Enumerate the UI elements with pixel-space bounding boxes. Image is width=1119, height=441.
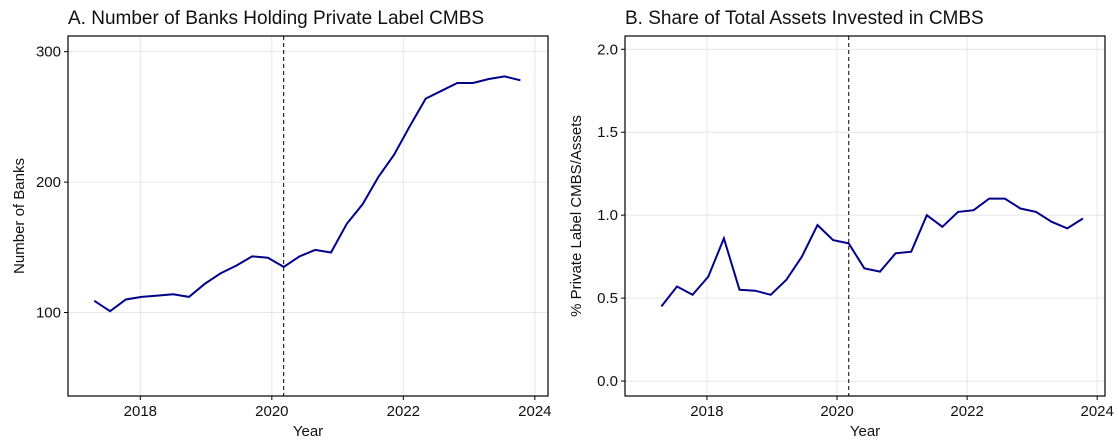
plot-border bbox=[67, 35, 549, 397]
x-tick-label: 2022 bbox=[950, 403, 983, 420]
chart-title: B. Share of Total Assets Invested in CMB… bbox=[625, 8, 984, 29]
chart-title: A. Number of Banks Holding Private Label… bbox=[68, 8, 484, 29]
y-axis-label: Number of Banks bbox=[11, 158, 28, 274]
x-tick-label: 2024 bbox=[518, 403, 551, 420]
panel: B. Share of Total Assets Invested in CMB… bbox=[568, 8, 1114, 440]
x-tick-label: 2022 bbox=[387, 403, 420, 420]
y-tick-label: 0.0 bbox=[597, 373, 618, 390]
y-tick-label: 2.0 bbox=[597, 41, 618, 58]
line bbox=[93, 75, 521, 313]
x-tick-label: 2024 bbox=[1081, 403, 1114, 420]
y-tick-label: 1.5 bbox=[597, 124, 618, 141]
x-axis-label: Year bbox=[850, 423, 880, 440]
x-axis-label: Year bbox=[293, 423, 323, 440]
x-tick-label: 2018 bbox=[690, 403, 723, 420]
x-tick-label: 2020 bbox=[255, 403, 288, 420]
y-tick-label: 1.0 bbox=[597, 207, 618, 224]
x-tick-label: 2018 bbox=[124, 403, 157, 420]
y-tick-label: 100 bbox=[36, 305, 61, 322]
y-tick-label: 200 bbox=[36, 174, 61, 191]
y-tick-label: 0.5 bbox=[597, 290, 618, 307]
plot-border bbox=[624, 35, 1106, 397]
y-tick-label: 300 bbox=[36, 44, 61, 61]
panel: A. Number of Banks Holding Private Label… bbox=[11, 8, 552, 440]
line bbox=[660, 197, 1084, 308]
y-axis-label: % Private Label CMBS/Assets bbox=[568, 115, 585, 317]
x-tick-label: 2020 bbox=[820, 403, 853, 420]
